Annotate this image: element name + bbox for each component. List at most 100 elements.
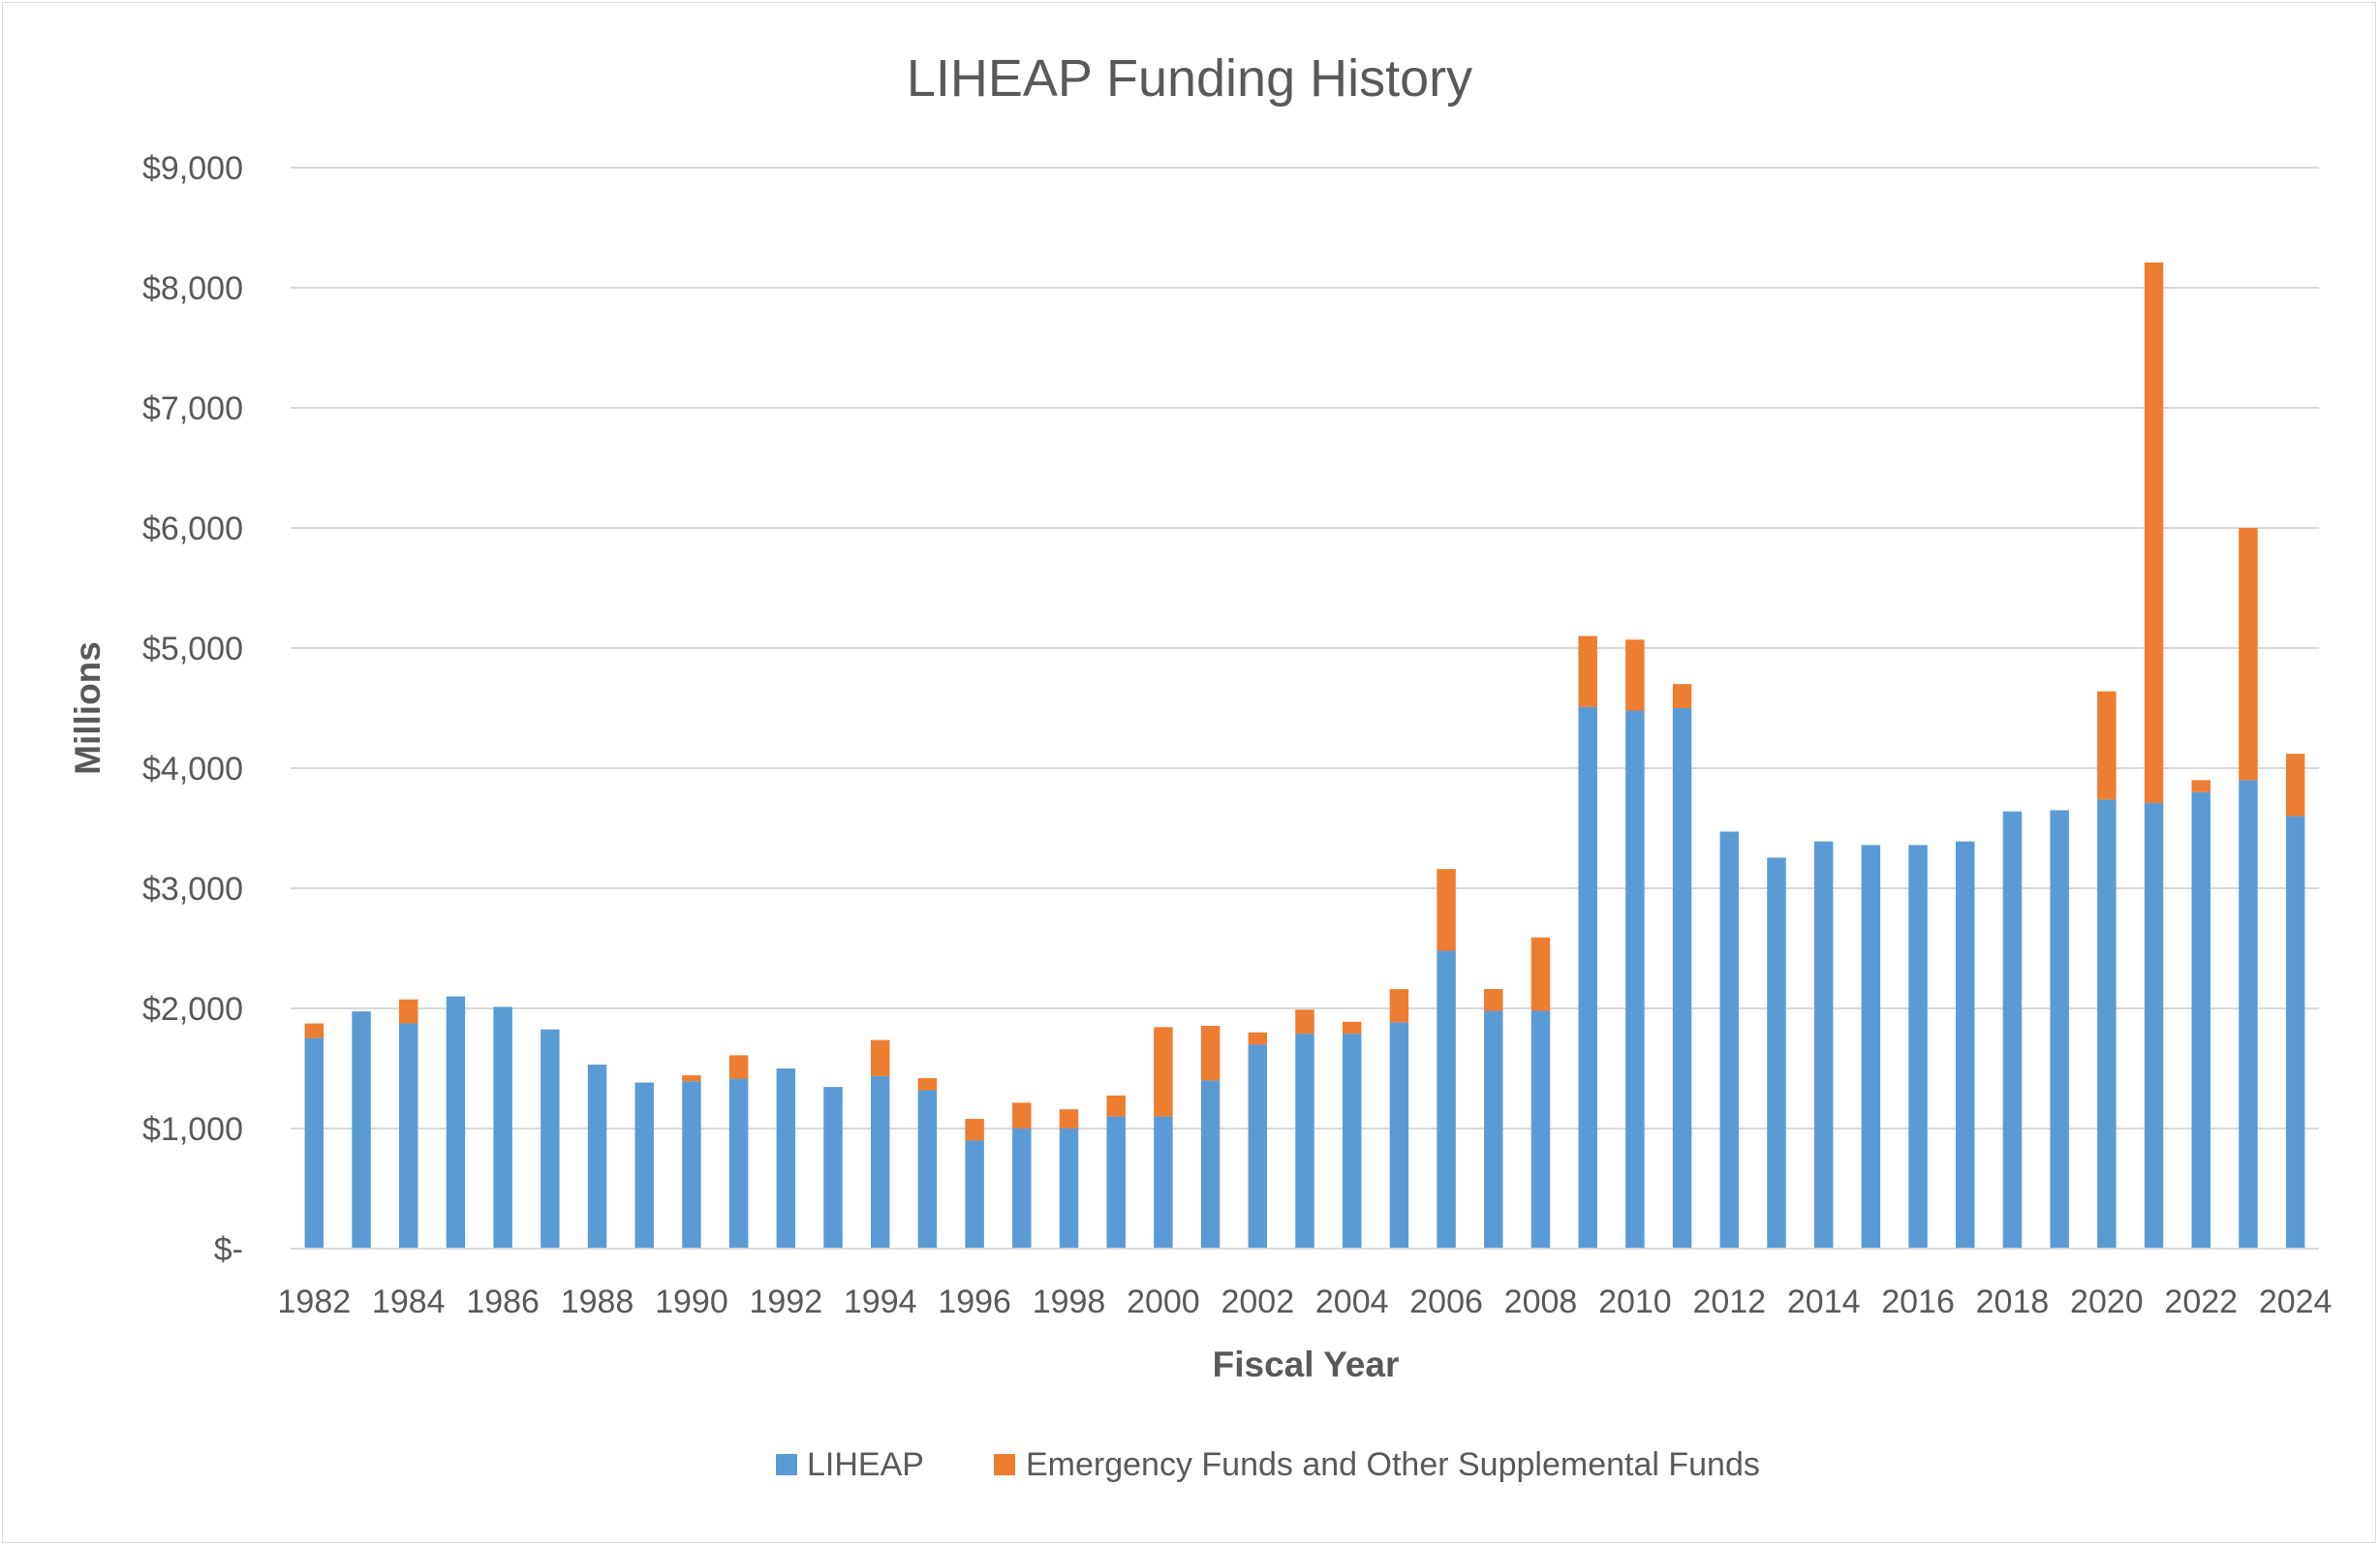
y-tick-label: $5,000 <box>142 631 243 667</box>
supplemental-bar-2021 <box>2144 262 2164 803</box>
series-supplemental <box>304 262 2305 1141</box>
liheap-bar-1985 <box>446 996 466 1249</box>
liheap-bar-2001 <box>1200 1080 1221 1249</box>
supplemental-bar-2022 <box>2191 780 2210 792</box>
x-tick-label: 2006 <box>1409 1284 1483 1320</box>
supplemental-bar-2003 <box>1295 1009 1314 1035</box>
legend-swatch <box>776 1454 797 1475</box>
supplemental-bar-1999 <box>1106 1095 1126 1117</box>
series-liheap <box>304 706 2305 1249</box>
x-tick-label: 2010 <box>1598 1284 1672 1320</box>
x-tick-label: 1990 <box>655 1284 728 1320</box>
x-tick-label: 1994 <box>844 1284 917 1320</box>
liheap-bar-2007 <box>1484 1010 1503 1249</box>
liheap-bar-2003 <box>1295 1034 1314 1249</box>
liheap-bar-2024 <box>2285 816 2305 1249</box>
supplemental-bar-1984 <box>399 999 418 1024</box>
supplemental-bar-1996 <box>965 1119 984 1141</box>
x-tick-label: 2014 <box>1787 1284 1861 1320</box>
liheap-bar-1997 <box>1012 1129 1032 1249</box>
liheap-bar-2016 <box>1908 845 1928 1249</box>
liheap-bar-2006 <box>1437 950 1456 1249</box>
x-axis-tick-labels: 1982 1984 1986 1988 1990 1992 1994 1996 1998 2000… <box>278 1284 2333 1320</box>
liheap-bar-1996 <box>965 1140 984 1249</box>
y-tick-label: $4,000 <box>142 751 243 788</box>
liheap-bar-2020 <box>2097 799 2117 1249</box>
x-tick-label: 2004 <box>1315 1284 1389 1320</box>
supplemental-bar-1990 <box>682 1075 701 1082</box>
liheap-bar-1993 <box>823 1087 843 1249</box>
x-tick-label: 1982 <box>278 1284 352 1320</box>
bars <box>304 262 2305 1249</box>
liheap-bar-1987 <box>541 1029 560 1249</box>
x-tick-label: 1986 <box>466 1284 540 1320</box>
supplemental-bar-2008 <box>1530 937 1551 1011</box>
liheap-bar-1998 <box>1059 1129 1079 1249</box>
liheap-bar-2021 <box>2144 802 2164 1249</box>
y-tick-label: $3,000 <box>142 871 243 908</box>
liheap-bar-2010 <box>1625 710 1645 1249</box>
x-tick-label: 2022 <box>2164 1284 2238 1320</box>
supplemental-bar-1995 <box>917 1078 938 1091</box>
legend: LIHEAP Emergency Funds and Other Suppleme… <box>776 1446 1760 1483</box>
y-tick-label: $- <box>214 1231 243 1268</box>
x-tick-label: 1984 <box>372 1284 446 1320</box>
supplemental-bar-2010 <box>1625 639 1645 711</box>
liheap-bar-1990 <box>682 1081 701 1249</box>
funding-chart: LIHEAP Funding History $- $1,000 $2,000 $3,… <box>68 49 2333 1483</box>
liheap-bar-2008 <box>1530 1010 1551 1249</box>
x-tick-label: 2012 <box>1692 1284 1766 1320</box>
liheap-bar-1994 <box>870 1075 890 1249</box>
chart-title: LIHEAP Funding History <box>907 49 1472 108</box>
supplemental-bar-2009 <box>1578 635 1597 707</box>
liheap-bar-2004 <box>1342 1034 1362 1249</box>
liheap-bar-2022 <box>2191 791 2210 1249</box>
y-tick-label: $9,000 <box>142 150 243 187</box>
supplemental-bar-2006 <box>1437 869 1456 951</box>
x-tick-label: 2008 <box>1504 1284 1578 1320</box>
x-tick-label: 1998 <box>1033 1284 1106 1320</box>
liheap-bar-2009 <box>1578 706 1597 1249</box>
x-tick-label: 2024 <box>2259 1284 2333 1320</box>
supplemental-bar-2024 <box>2285 754 2305 817</box>
x-tick-label: 2000 <box>1127 1284 1200 1320</box>
liheap-bar-2013 <box>1767 857 1786 1249</box>
x-tick-label: 2020 <box>2070 1284 2144 1320</box>
liheap-bar-1984 <box>399 1023 418 1249</box>
x-tick-label: 2018 <box>1976 1284 2050 1320</box>
liheap-bar-1991 <box>728 1078 749 1249</box>
supplemental-bar-2005 <box>1389 989 1409 1023</box>
x-tick-label: 2016 <box>1881 1284 1955 1320</box>
supplemental-bar-1997 <box>1012 1102 1032 1129</box>
y-tick-label: $1,000 <box>142 1111 243 1148</box>
liheap-bar-2011 <box>1672 708 1692 1249</box>
y-tick-label: $7,000 <box>142 390 243 427</box>
liheap-bar-1986 <box>493 1006 512 1249</box>
y-axis-tick-labels: $- $1,000 $2,000 $3,000 $4,000 $5,000 $6,000 $7… <box>142 150 243 1268</box>
liheap-bar-2019 <box>2050 810 2069 1249</box>
supplemental-bar-2004 <box>1342 1021 1362 1035</box>
supplemental-bar-1982 <box>304 1023 325 1038</box>
liheap-bar-2018 <box>2002 811 2023 1249</box>
liheap-bar-2014 <box>1813 841 1834 1249</box>
x-tick-label: 1992 <box>750 1284 823 1320</box>
liheap-bar-1992 <box>776 1068 796 1249</box>
supplemental-bar-1998 <box>1059 1109 1079 1129</box>
liheap-bar-2023 <box>2239 780 2258 1249</box>
liheap-bar-2002 <box>1248 1044 1268 1249</box>
legend-item-liheap: LIHEAP <box>776 1446 924 1483</box>
supplemental-bar-2007 <box>1484 989 1503 1011</box>
legend-label: Emergency Funds and Other Supplemental F… <box>1026 1446 1760 1483</box>
x-tick-label: 2002 <box>1221 1284 1294 1320</box>
liheap-bar-1989 <box>634 1082 654 1249</box>
gridlines <box>291 167 2319 1129</box>
y-tick-label: $6,000 <box>142 511 243 547</box>
liheap-bar-1988 <box>587 1065 607 1249</box>
x-axis-title: Fiscal Year <box>1213 1345 1400 1384</box>
legend-item-supplemental: Emergency Funds and Other Supplemental F… <box>994 1446 1760 1483</box>
liheap-bar-1983 <box>352 1011 371 1249</box>
supplemental-bar-2000 <box>1154 1027 1173 1117</box>
legend-label: LIHEAP <box>807 1446 924 1483</box>
liheap-bar-2000 <box>1154 1116 1173 1249</box>
